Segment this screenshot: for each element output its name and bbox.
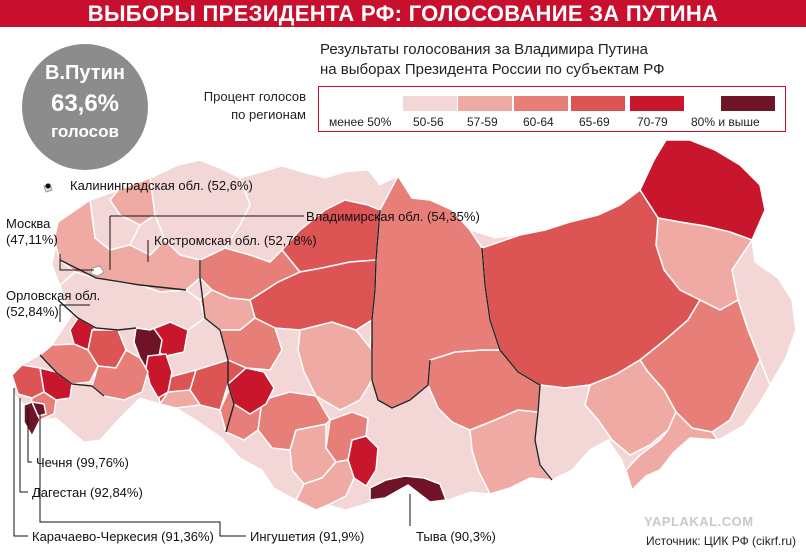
legend-swatch-5	[630, 96, 684, 111]
callout-kchr: Карачаево-Черкесия (91,36%)	[32, 529, 214, 544]
badge-candidate-name: В.Путин	[45, 62, 125, 84]
callout-kostroma: Костромская обл. (52,78%)	[154, 233, 317, 248]
legend-swatch-6	[721, 96, 775, 111]
map-subtitle: Результаты голосования за Владимира Пути…	[320, 40, 750, 80]
region-orenburg	[158, 389, 202, 409]
federal-district-borders	[39, 209, 553, 481]
legend-swatch-2	[458, 96, 512, 111]
subtitle-line-2: на выборах Президента России по субъекта…	[320, 61, 665, 78]
region-tyva	[369, 475, 448, 503]
callout-ingushetia: Ингушетия (91,9%)	[250, 529, 365, 544]
subtitle-line-1: Результаты голосования за Владимира Пути…	[320, 41, 649, 58]
callout-vladimir: Владимирская обл. (54,35%)	[306, 209, 480, 224]
callout-kaliningrad: Калининградская обл. (52,6%)	[70, 178, 253, 193]
legend-title: Процент голосов по регионам	[186, 88, 306, 124]
legend: менее 50% 50-56 57-59 60-64 65-69 70-79 …	[318, 86, 786, 132]
callout-orel-name: Орловская обл.	[6, 288, 101, 303]
legend-label-5: 70-79	[637, 115, 668, 129]
legend-swatch-3	[514, 96, 568, 111]
badge-label: голосов	[51, 122, 119, 141]
page-title: ВЫБОРЫ ПРЕЗИДЕНТА РФ: ГОЛОСОВАНИЕ ЗА ПУТ…	[0, 0, 806, 27]
watermark: YAPLAKAL.COM	[644, 514, 754, 529]
region-primorye	[625, 410, 720, 492]
callout-orel: Орловская обл. (52,84%)	[6, 288, 100, 320]
legend-label-6: 80% и выше	[691, 115, 760, 129]
putin-result-badge: В.Путин 63,6% голосов	[22, 44, 148, 170]
kaliningrad-marker	[45, 183, 51, 189]
callout-moscow: Москва (47,11%)	[6, 216, 58, 248]
legend-label-3: 60-64	[523, 115, 554, 129]
region-altai-rep	[294, 459, 355, 511]
legend-swatch-1	[403, 96, 457, 111]
callout-orel-value: (52,84%)	[6, 304, 59, 319]
region-komi	[199, 247, 302, 301]
legend-label-1: 50-56	[413, 115, 444, 129]
legend-swatch-4	[571, 96, 625, 111]
source-note: Источник: ЦИК РФ (cikrf.ru)	[646, 534, 797, 548]
legend-label-4: 65-69	[579, 115, 610, 129]
region-moscow	[90, 265, 105, 277]
legend-label-0: менее 50%	[329, 115, 392, 129]
callout-moscow-name: Москва	[6, 216, 51, 231]
callout-leaders	[13, 215, 411, 537]
callout-dagestan: Дагестан (92,84%)	[32, 485, 143, 500]
legend-title-line-2: по регионам	[231, 107, 306, 122]
callout-chechnya: Чечня (99,76%)	[36, 455, 129, 470]
legend-label-2: 57-59	[467, 115, 498, 129]
badge-percent: 63,6%	[50, 90, 120, 117]
legend-title-line-1: Процент голосов	[203, 89, 306, 104]
callout-tyva: Тыва (90,3%)	[416, 529, 496, 544]
region-chechnya	[30, 401, 47, 417]
callout-moscow-value: (47,11%)	[6, 232, 58, 247]
region-novosibirsk	[257, 391, 331, 451]
